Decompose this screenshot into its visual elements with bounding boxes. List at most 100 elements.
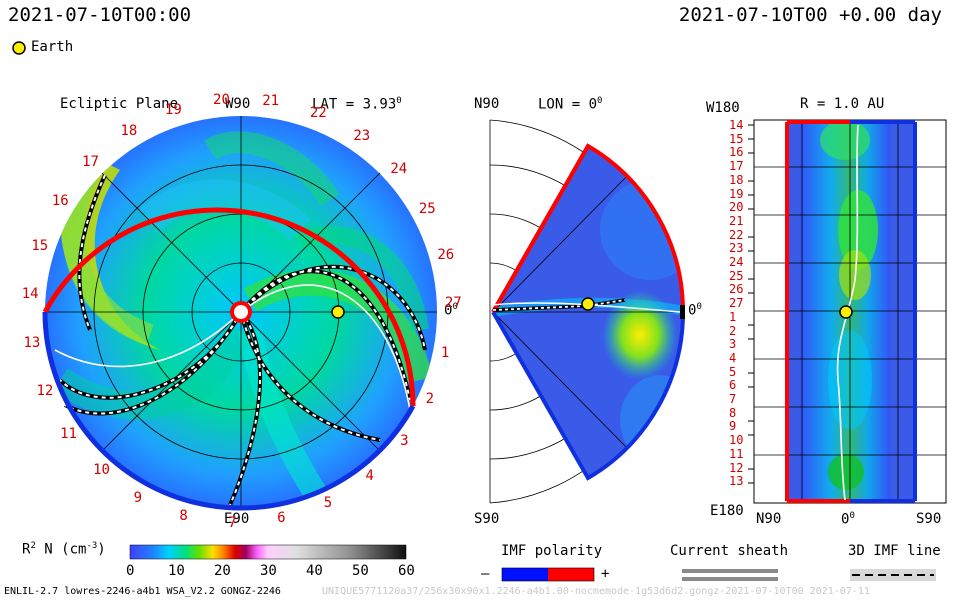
radial-y-tick-2: 2 (729, 323, 737, 338)
radial-y-tick-14: 14 (729, 118, 744, 132)
carrington-tick-12: 12 (36, 382, 54, 399)
meridional-panel (489, 119, 686, 504)
meridional-boundary-blue (491, 311, 686, 481)
carrington-tick-5: 5 (323, 494, 333, 511)
legend-earth-label: Earth (31, 39, 74, 55)
colorbar-tick-40: 40 (306, 563, 323, 579)
carrington-tick-21: 21 (262, 93, 280, 110)
carrington-tick-10: 10 (93, 462, 110, 479)
carrington-tick-14: 14 (21, 285, 39, 302)
radial-title: R = 1.0 AU (800, 96, 885, 112)
radial-y-tick-15: 15 (729, 131, 744, 146)
radial-y-tick-22: 22 (729, 227, 744, 242)
radial-panel (748, 119, 947, 504)
ecliptic-title: Ecliptic Plane (60, 96, 179, 112)
radial-y-tick-5: 5 (729, 364, 737, 379)
meridional-boundary-red (491, 143, 686, 313)
carrington-tick-9: 9 (133, 490, 142, 507)
carrington-tick-16: 16 (51, 192, 69, 209)
carrington-tick-4: 4 (365, 468, 374, 485)
radial-y-tick-13: 13 (729, 474, 744, 489)
carrington-tick-13: 13 (23, 335, 41, 352)
radial-y-tick-1: 1 (729, 309, 737, 324)
radial-y-tick-24: 24 (729, 255, 744, 269)
meridional-lon-label: LON = 00 (538, 96, 603, 113)
carrington-tick-27: 27 (444, 295, 462, 312)
radial-y-tick-16: 16 (729, 145, 744, 160)
current-sheath-title: Current sheath (670, 543, 789, 559)
earth-marker-ecliptic (331, 305, 345, 319)
radial-y-tick-11: 11 (729, 446, 744, 461)
header-left-title: 2021-07-10T00:00 (8, 4, 192, 26)
carrington-tick-18: 18 (120, 123, 138, 140)
earth-marker-radial (839, 305, 853, 319)
ecliptic-imf-lines (54, 174, 427, 506)
radial-y-tick-21: 21 (729, 213, 744, 228)
carrington-tick-6: 6 (277, 510, 286, 527)
imf-polarity-title: IMF polarity (501, 543, 603, 559)
radial-y-tick-23: 23 (729, 241, 744, 256)
colorbar-tick-0: 0 (126, 563, 135, 579)
radial-x-label-n90: N90 (756, 511, 782, 527)
imf-polarity-negative-swatch (502, 568, 548, 581)
carrington-tick-3: 3 (400, 433, 409, 450)
carrington-tick-17: 17 (82, 154, 99, 171)
ecliptic-right-label: 00 (444, 302, 458, 319)
carrington-tick-23: 23 (353, 128, 371, 145)
colorbar-tick-60: 60 (398, 563, 415, 579)
footer-run-info: UNIQUE5771120a37/256x30x90x1.2246-a4b1.0… (322, 586, 870, 597)
carrington-tick-24: 24 (390, 160, 408, 177)
carrington-tick-8: 8 (179, 508, 188, 525)
carrington-tick-22: 22 (309, 105, 327, 122)
radial-bottom-left-label: E180 (710, 503, 744, 519)
meridional-top-label: N90 (474, 96, 500, 112)
radial-y-tick-20: 20 (729, 200, 744, 215)
colorbar-gradient (129, 544, 407, 560)
imf-line-swatch (850, 569, 936, 581)
radial-y-tick-9: 9 (729, 419, 737, 434)
sun-marker (230, 301, 252, 323)
radial-y-tick-4: 4 (729, 350, 737, 365)
carrington-tick-25: 25 (418, 201, 436, 218)
radial-y-tick-7: 7 (729, 392, 737, 406)
radial-y-tick-19: 19 (729, 186, 744, 201)
carrington-tick-20: 20 (213, 91, 230, 108)
imf-polarity-positive-swatch (548, 568, 594, 581)
carrington-tick-26: 26 (437, 246, 455, 263)
carrington-tick-11: 11 (60, 425, 77, 442)
ecliptic-boundary-red (42, 207, 416, 407)
current-sheath-swatch (682, 569, 778, 581)
footer-model-info: ENLIL-2.7 lowres-2246-a4b1 WSA_V2.2 GONG… (4, 586, 281, 597)
earth-marker-meridional (581, 297, 595, 311)
imf-polarity-plus: + (601, 566, 610, 582)
radial-x-label-0: 00 (841, 511, 855, 528)
ecliptic-boundary-blue (42, 311, 416, 511)
colorbar-tick-20: 20 (214, 563, 231, 579)
ecliptic-bottom-label: E90 (224, 511, 250, 527)
radial-y-tick-6: 6 (729, 378, 737, 393)
radial-y-tick-8: 8 (729, 405, 737, 420)
radial-y-tick-12: 12 (729, 460, 744, 475)
radial-y-tick-18: 18 (729, 172, 744, 187)
carrington-tick-2: 2 (425, 391, 435, 408)
radial-y-tick-10: 10 (729, 433, 744, 448)
radial-x-label-s90: S90 (916, 511, 942, 527)
ecliptic-lat-label: LAT = 3.930 (312, 96, 402, 113)
colorbar-label: R2 N (cm-3) (22, 541, 106, 558)
ecliptic-top-label: W90 (225, 96, 251, 112)
imf-polarity-minus: – (481, 566, 490, 582)
radial-y-tick-26: 26 (729, 282, 744, 297)
carrington-tick-1: 1 (440, 344, 450, 361)
radial-y-tick-25: 25 (729, 268, 744, 283)
carrington-tick-19: 19 (164, 102, 182, 119)
ecliptic-panel (42, 116, 437, 511)
radial-y-tick-17: 17 (729, 159, 744, 174)
carrington-tick-15: 15 (31, 237, 49, 254)
colorbar-tick-10: 10 (168, 563, 185, 579)
imf-line-title: 3D IMF line (848, 543, 941, 559)
radial-y-tick-27: 27 (729, 296, 744, 311)
colorbar-tick-50: 50 (352, 563, 369, 579)
radial-y-tick-3: 3 (729, 337, 737, 352)
carrington-tick-7: 7 (228, 514, 237, 531)
